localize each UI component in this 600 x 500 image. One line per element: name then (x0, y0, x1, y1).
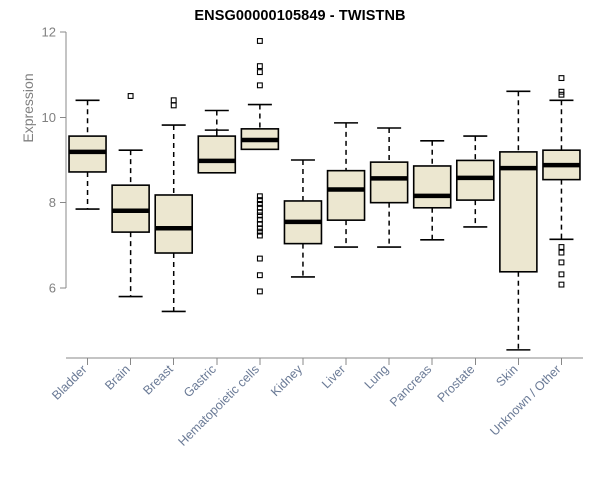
outlier-point (256, 63, 263, 70)
outlier-point (558, 244, 565, 250)
outlier-point (558, 91, 565, 98)
box-group (154, 97, 194, 313)
box-group (326, 122, 366, 248)
box-iqr (455, 159, 495, 201)
outlier-point (256, 272, 263, 279)
box-group (111, 93, 150, 298)
outlier-point (127, 93, 134, 99)
x-axis-category-label: Kidney (268, 362, 305, 399)
outlier-point (256, 225, 263, 232)
outlier-point (256, 288, 263, 295)
x-axis-category-label: Brain (102, 362, 133, 393)
outlier-point (256, 209, 263, 216)
box-group (240, 38, 280, 295)
x-axis-category-label: Prostate (435, 362, 478, 405)
box-group (283, 159, 323, 278)
outlier-point (256, 232, 263, 239)
outlier-point (256, 82, 263, 89)
box-iqr (326, 169, 366, 221)
outlier-point (558, 281, 565, 288)
chart-title: ENSG00000105849 - TWISTNB (194, 8, 406, 24)
box-group (542, 75, 581, 288)
box-group (68, 99, 107, 210)
y-axis: 6 8 10 12 (42, 25, 67, 296)
box-group (369, 127, 409, 248)
y-axis-tick-label: 10 (42, 110, 56, 125)
y-axis-tick-label: 8 (49, 195, 56, 210)
box-iqr (197, 135, 237, 174)
x-axis-category-label: Gastric (181, 362, 219, 400)
x-axis-category-label: Skin (493, 362, 520, 389)
x-axis-category-label: Breast (140, 362, 176, 398)
y-axis-tick-label: 6 (49, 281, 56, 296)
box-group (455, 135, 495, 228)
x-axis-category-label: Bladder (49, 362, 89, 402)
box-iqr (154, 194, 194, 254)
x-axis-category-label: Pancreas (387, 362, 434, 409)
outlier-point (558, 75, 565, 82)
box-iqr (412, 165, 452, 209)
outlier-point (256, 228, 263, 235)
x-axis-category-label: Liver (319, 362, 348, 391)
box-group (499, 90, 538, 351)
box-iqr (499, 151, 538, 273)
outlier-point (170, 102, 177, 109)
outlier-point (170, 97, 177, 104)
outlier-point (256, 69, 263, 76)
box-iqr (369, 161, 409, 204)
box-group (197, 109, 237, 174)
x-axis-category-label: Hematopoietic cells (175, 362, 262, 449)
y-axis-tick-label: 12 (42, 25, 56, 40)
x-axis (66, 357, 583, 365)
outlier-point (256, 200, 263, 207)
outlier-point (256, 255, 263, 262)
outlier-point (558, 249, 565, 256)
outlier-point (256, 38, 263, 44)
outlier-point (558, 271, 565, 278)
x-axis-category-label: Lung (362, 362, 392, 392)
outlier-point (558, 259, 565, 266)
outlier-point (256, 197, 263, 204)
outlier-point (558, 88, 565, 95)
outlier-point (256, 193, 263, 200)
box-series (68, 38, 581, 351)
box-group (412, 140, 452, 241)
